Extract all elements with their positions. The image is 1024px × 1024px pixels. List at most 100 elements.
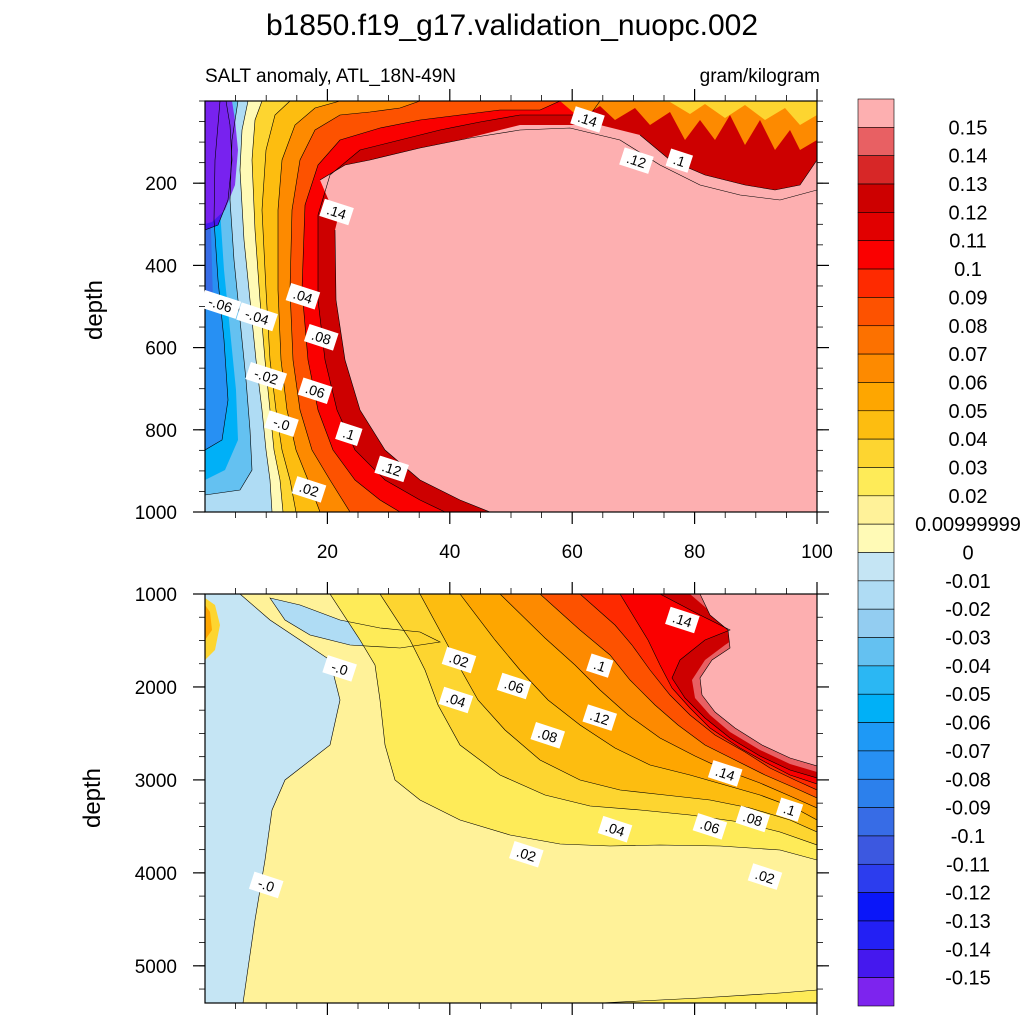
colorbar-level-label: 0.02 <box>949 486 988 508</box>
colorbar-swatch <box>857 268 895 298</box>
contour-label: .14 <box>707 760 743 787</box>
contour-label-box <box>199 290 242 319</box>
colorbar-level-label: -0.11 <box>946 854 990 876</box>
contour-label-text: .08 <box>536 725 560 746</box>
contour-label: -.0 <box>264 410 299 437</box>
chart-title: b1850.f19_g17.validation_nuopc.002 <box>266 9 758 42</box>
contour-label-text: .04 <box>603 819 627 840</box>
contour-label-box <box>335 421 363 447</box>
y-tick-label: 3000 <box>135 771 177 792</box>
contour-label-text: .02 <box>297 479 321 500</box>
colorbar-level-label: 0.00999999 <box>915 514 1021 536</box>
contour-label-text: .06 <box>502 675 526 696</box>
colorbar-level-label: -0.04 <box>945 656 991 678</box>
contour-label-box <box>248 871 284 899</box>
contour-label-text: .12 <box>588 707 612 728</box>
colorbar-swatch <box>857 127 895 156</box>
colorbar-level-label: 0.12 <box>949 202 988 224</box>
y-tick-label: 800 <box>145 421 177 442</box>
colorbar-swatch <box>857 382 895 412</box>
contour-label: .1 <box>775 797 804 822</box>
colorbar-level-label: 0.03 <box>949 457 988 479</box>
upper-y-axis: 200 400 600 800 1000 <box>135 100 829 524</box>
colorbar-swatch <box>857 580 895 610</box>
contour-label-box <box>291 476 327 503</box>
colorbar-swatch <box>857 353 895 383</box>
contour-label: .02 <box>509 841 544 868</box>
contour-label: -.06 <box>199 290 242 319</box>
colorbar-swatch <box>857 863 895 893</box>
contour-label-box <box>747 863 783 890</box>
contour-label: .06 <box>692 813 728 840</box>
contour-label: -.0 <box>248 871 284 899</box>
upper-panel: .14 .12 .1 .14 -.06 -.04 .04 .08 -.02 .06 -.0 .1 .12… <box>81 89 833 563</box>
contour-label-text: -.04 <box>243 305 271 328</box>
colorbar-level-label: -0.12 <box>945 883 991 905</box>
colorbar-swatch <box>857 722 895 752</box>
upper-x-axis: 20 40 60 80 100 <box>235 89 833 563</box>
contour-label-box <box>530 722 566 749</box>
contour-label: .12 <box>582 704 618 731</box>
colorbar-level-label: 0.07 <box>949 344 988 366</box>
colorbar-level-label: -0.09 <box>945 798 991 820</box>
lower-contour-fill <box>205 594 817 1003</box>
colorbar-swatch <box>857 778 895 808</box>
x-tick-label: 100 <box>801 542 833 563</box>
contour-label-box <box>441 646 477 674</box>
colorbar-level-label: -0.15 <box>945 968 991 990</box>
contour-label-text: .02 <box>515 844 539 865</box>
contour-label: .1 <box>586 653 614 678</box>
y-tick-label: 5000 <box>135 957 177 978</box>
colorbar: 0.15 0.14 0.13 0.12 0.11 0.1 0.09 0.08 0.07 0.06 0… <box>857 98 1021 1007</box>
contour-label-box <box>374 455 409 483</box>
colorbar-level-label: -0.01 <box>945 571 991 593</box>
contour-label-box <box>285 282 321 310</box>
colorbar-swatch <box>857 949 895 978</box>
contour-label-box <box>303 324 339 351</box>
lower-contour-labels: .14 -.0 .02 .1 .06 .04 .12 .08 .14 .1 .08 .06 .04 .02… <box>248 606 804 899</box>
colorbar-level-label: 0.14 <box>949 146 988 168</box>
y-tick-label: 4000 <box>135 864 177 885</box>
colorbar-swatch <box>857 155 895 185</box>
contour-label-box <box>264 410 299 437</box>
colorbar-level-label: 0 <box>962 543 973 565</box>
contour-label: .08 <box>530 722 566 749</box>
y-tick-label: 2000 <box>135 678 177 699</box>
y-tick-label: 400 <box>145 256 177 277</box>
x-tick-label: 80 <box>684 542 705 563</box>
contour-label: .12 <box>619 147 654 174</box>
contour-label-box <box>319 198 354 226</box>
contour-label-box <box>582 704 618 731</box>
colorbar-swatch <box>857 467 895 497</box>
contour-label-text: -.02 <box>252 365 280 388</box>
colorbar-swatch <box>857 552 895 582</box>
colorbar-swatch <box>857 325 895 355</box>
upper-contour-labels: .14 .12 .1 .14 -.06 -.04 .04 .08 -.02 .06 -.0 .1 .12… <box>199 106 694 503</box>
colorbar-level-label: 0.1 <box>954 259 982 281</box>
contour-label-box <box>297 377 333 405</box>
contour-label-text: .12 <box>625 150 649 171</box>
colorbar-level-label: -0.14 <box>945 939 991 961</box>
contour-label-box <box>322 655 357 682</box>
contour-label: -.04 <box>236 302 278 332</box>
colorbar-level-label: -0.07 <box>945 741 991 763</box>
contour-label-text: .1 <box>781 800 797 819</box>
colorbar-swatch <box>857 892 895 922</box>
contour-label: .04 <box>438 686 474 714</box>
lower-y-axis: 1000 2000 3000 4000 5000 <box>135 582 829 1015</box>
contour-label: .14 <box>665 606 700 634</box>
colorbar-level-label: -0.06 <box>945 713 991 735</box>
colorbar-level-label: 0.05 <box>949 401 988 423</box>
contour-label: .1 <box>665 148 694 173</box>
contour-label: .08 <box>735 805 771 833</box>
x-tick-label: 40 <box>439 542 460 563</box>
colorbar-level-label: -0.03 <box>945 628 991 650</box>
contour-label-text: .02 <box>447 649 471 670</box>
contour-label-box <box>619 147 654 174</box>
colorbar-swatch <box>857 835 895 865</box>
colorbar-swatch <box>857 608 895 638</box>
colorbar-level-label: 0.06 <box>949 372 988 394</box>
chart-subtitle-left: SALT anomaly, ATL_18N-49N <box>205 66 456 87</box>
contour-label: .02 <box>441 646 477 674</box>
